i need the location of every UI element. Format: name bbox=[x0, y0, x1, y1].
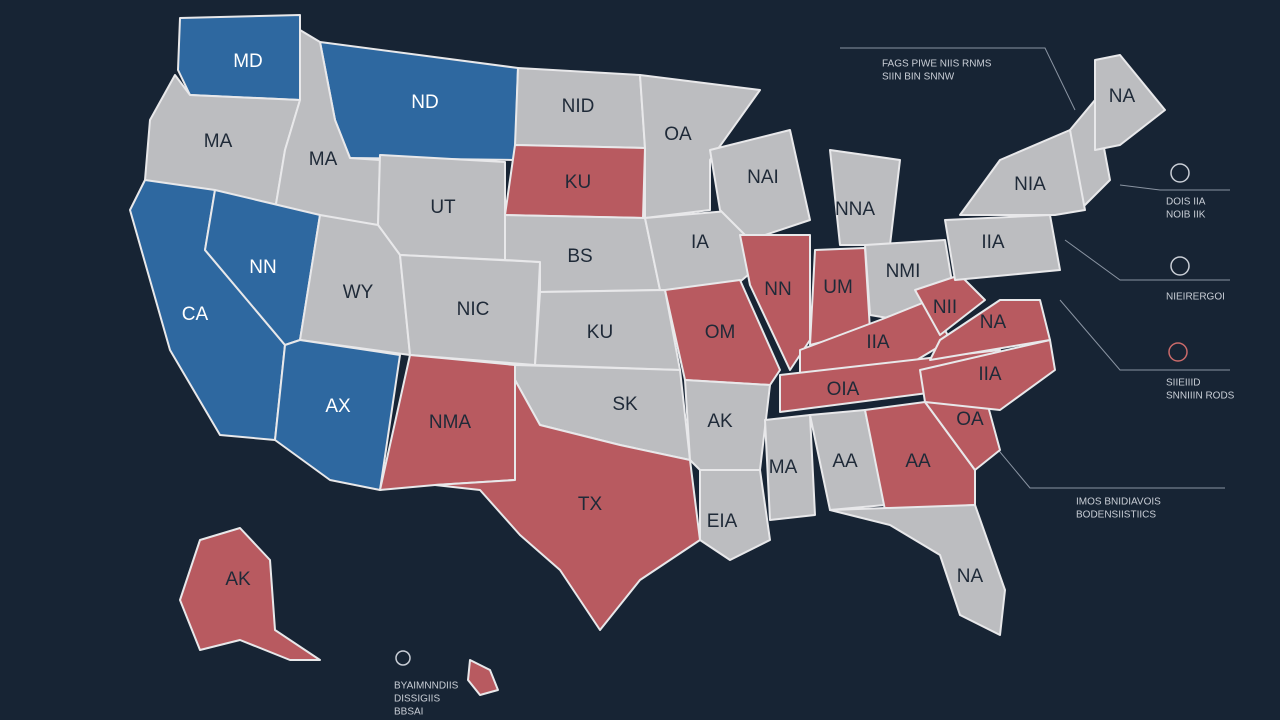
state-label: AX bbox=[325, 396, 351, 417]
state-label: AA bbox=[832, 451, 858, 472]
annotation: DOIS IIA bbox=[1166, 197, 1206, 208]
leader-line bbox=[989, 439, 1225, 489]
state-label: MD bbox=[233, 51, 263, 72]
state-label: CA bbox=[182, 304, 209, 325]
state bbox=[1094, 54, 1166, 151]
state-label: UT bbox=[430, 197, 456, 218]
state-label: SK bbox=[612, 394, 638, 415]
state-label: EIA bbox=[707, 511, 738, 532]
annotation: FAGS PIWE NIIS RNMS bbox=[882, 59, 992, 70]
state-label: MA bbox=[769, 457, 798, 478]
annotation: IMOS BNIDIAVOIS bbox=[1076, 497, 1161, 508]
state bbox=[829, 149, 901, 246]
state-label: NA bbox=[980, 312, 1007, 333]
leader-line bbox=[1119, 184, 1230, 191]
state-label: NIA bbox=[1014, 174, 1046, 195]
state bbox=[914, 274, 986, 336]
state-label: IIA bbox=[981, 232, 1005, 253]
state-label: NN bbox=[249, 257, 276, 278]
annotation: BYAIMNNDIIS bbox=[394, 681, 459, 692]
state-label: NNA bbox=[835, 199, 875, 220]
state-label: AK bbox=[707, 411, 733, 432]
state bbox=[639, 74, 761, 219]
state-label: WY bbox=[343, 282, 374, 303]
state-label: OIA bbox=[827, 379, 860, 400]
state-label: NIC bbox=[457, 299, 490, 320]
states: MD ND MA MA CA NN UT WY AX NIC NMA NID KU BS KU SK TX OA I… bbox=[129, 14, 1166, 696]
state bbox=[944, 214, 1061, 281]
icon bbox=[1170, 256, 1190, 276]
state-label: NA bbox=[1109, 86, 1136, 107]
icon bbox=[1168, 342, 1188, 362]
state bbox=[764, 414, 816, 521]
state bbox=[664, 279, 781, 386]
state-label: NN bbox=[764, 279, 791, 300]
leader-lines bbox=[395, 47, 1230, 666]
state-label: AK bbox=[225, 569, 251, 590]
leader-line bbox=[1059, 299, 1230, 371]
state-label: IIA bbox=[866, 332, 890, 353]
state-label: IA bbox=[691, 232, 709, 253]
state-label: NMA bbox=[429, 412, 472, 433]
state-label: NII bbox=[933, 297, 957, 318]
state-label: NA bbox=[957, 566, 984, 587]
state bbox=[699, 469, 771, 561]
state-label: NID bbox=[562, 96, 595, 117]
annotation: SNNIIIN RODS bbox=[1166, 391, 1235, 402]
state-label: BS bbox=[567, 246, 592, 267]
state-label: OA bbox=[956, 409, 984, 430]
annotation: NOIB IIK bbox=[1166, 210, 1206, 221]
state-label: OM bbox=[705, 322, 736, 343]
leader-line bbox=[840, 47, 1076, 111]
state bbox=[919, 339, 1056, 411]
hawaii bbox=[467, 659, 499, 696]
leader-line bbox=[1064, 239, 1230, 281]
state bbox=[434, 379, 701, 631]
state-label: KU bbox=[587, 322, 613, 343]
state bbox=[709, 129, 811, 241]
annotation: BBSAI bbox=[394, 707, 423, 718]
state bbox=[959, 129, 1086, 216]
state bbox=[179, 527, 321, 661]
annotation: NIEIRERGOI bbox=[1166, 292, 1225, 303]
state bbox=[274, 339, 401, 491]
icon bbox=[395, 650, 411, 666]
state-label: MA bbox=[309, 149, 338, 170]
state bbox=[929, 299, 1051, 361]
state-label: NAI bbox=[747, 167, 779, 188]
state-label: MA bbox=[204, 131, 233, 152]
annotation: SIIEIIID bbox=[1166, 378, 1200, 389]
annotation: BODENSIISTIICS bbox=[1076, 510, 1156, 521]
state-label: IIA bbox=[978, 364, 1002, 385]
annotations: FAGS PIWE NIIS RNMS SIIN BIN SNNW DOIS IIA… bbox=[394, 59, 1235, 718]
state-label: KU bbox=[565, 172, 591, 193]
state bbox=[864, 401, 976, 511]
state-label: NMI bbox=[886, 261, 921, 282]
annotation: SIIN BIN SNNW bbox=[882, 72, 955, 83]
state-label: ND bbox=[411, 92, 438, 113]
annotation: DISSIGIIS bbox=[394, 694, 440, 705]
state bbox=[829, 504, 1006, 636]
icon bbox=[1170, 163, 1190, 183]
state-label: AA bbox=[905, 451, 931, 472]
state-label: UM bbox=[823, 277, 853, 298]
state-label: OA bbox=[664, 124, 692, 145]
state-label: TX bbox=[578, 494, 603, 515]
